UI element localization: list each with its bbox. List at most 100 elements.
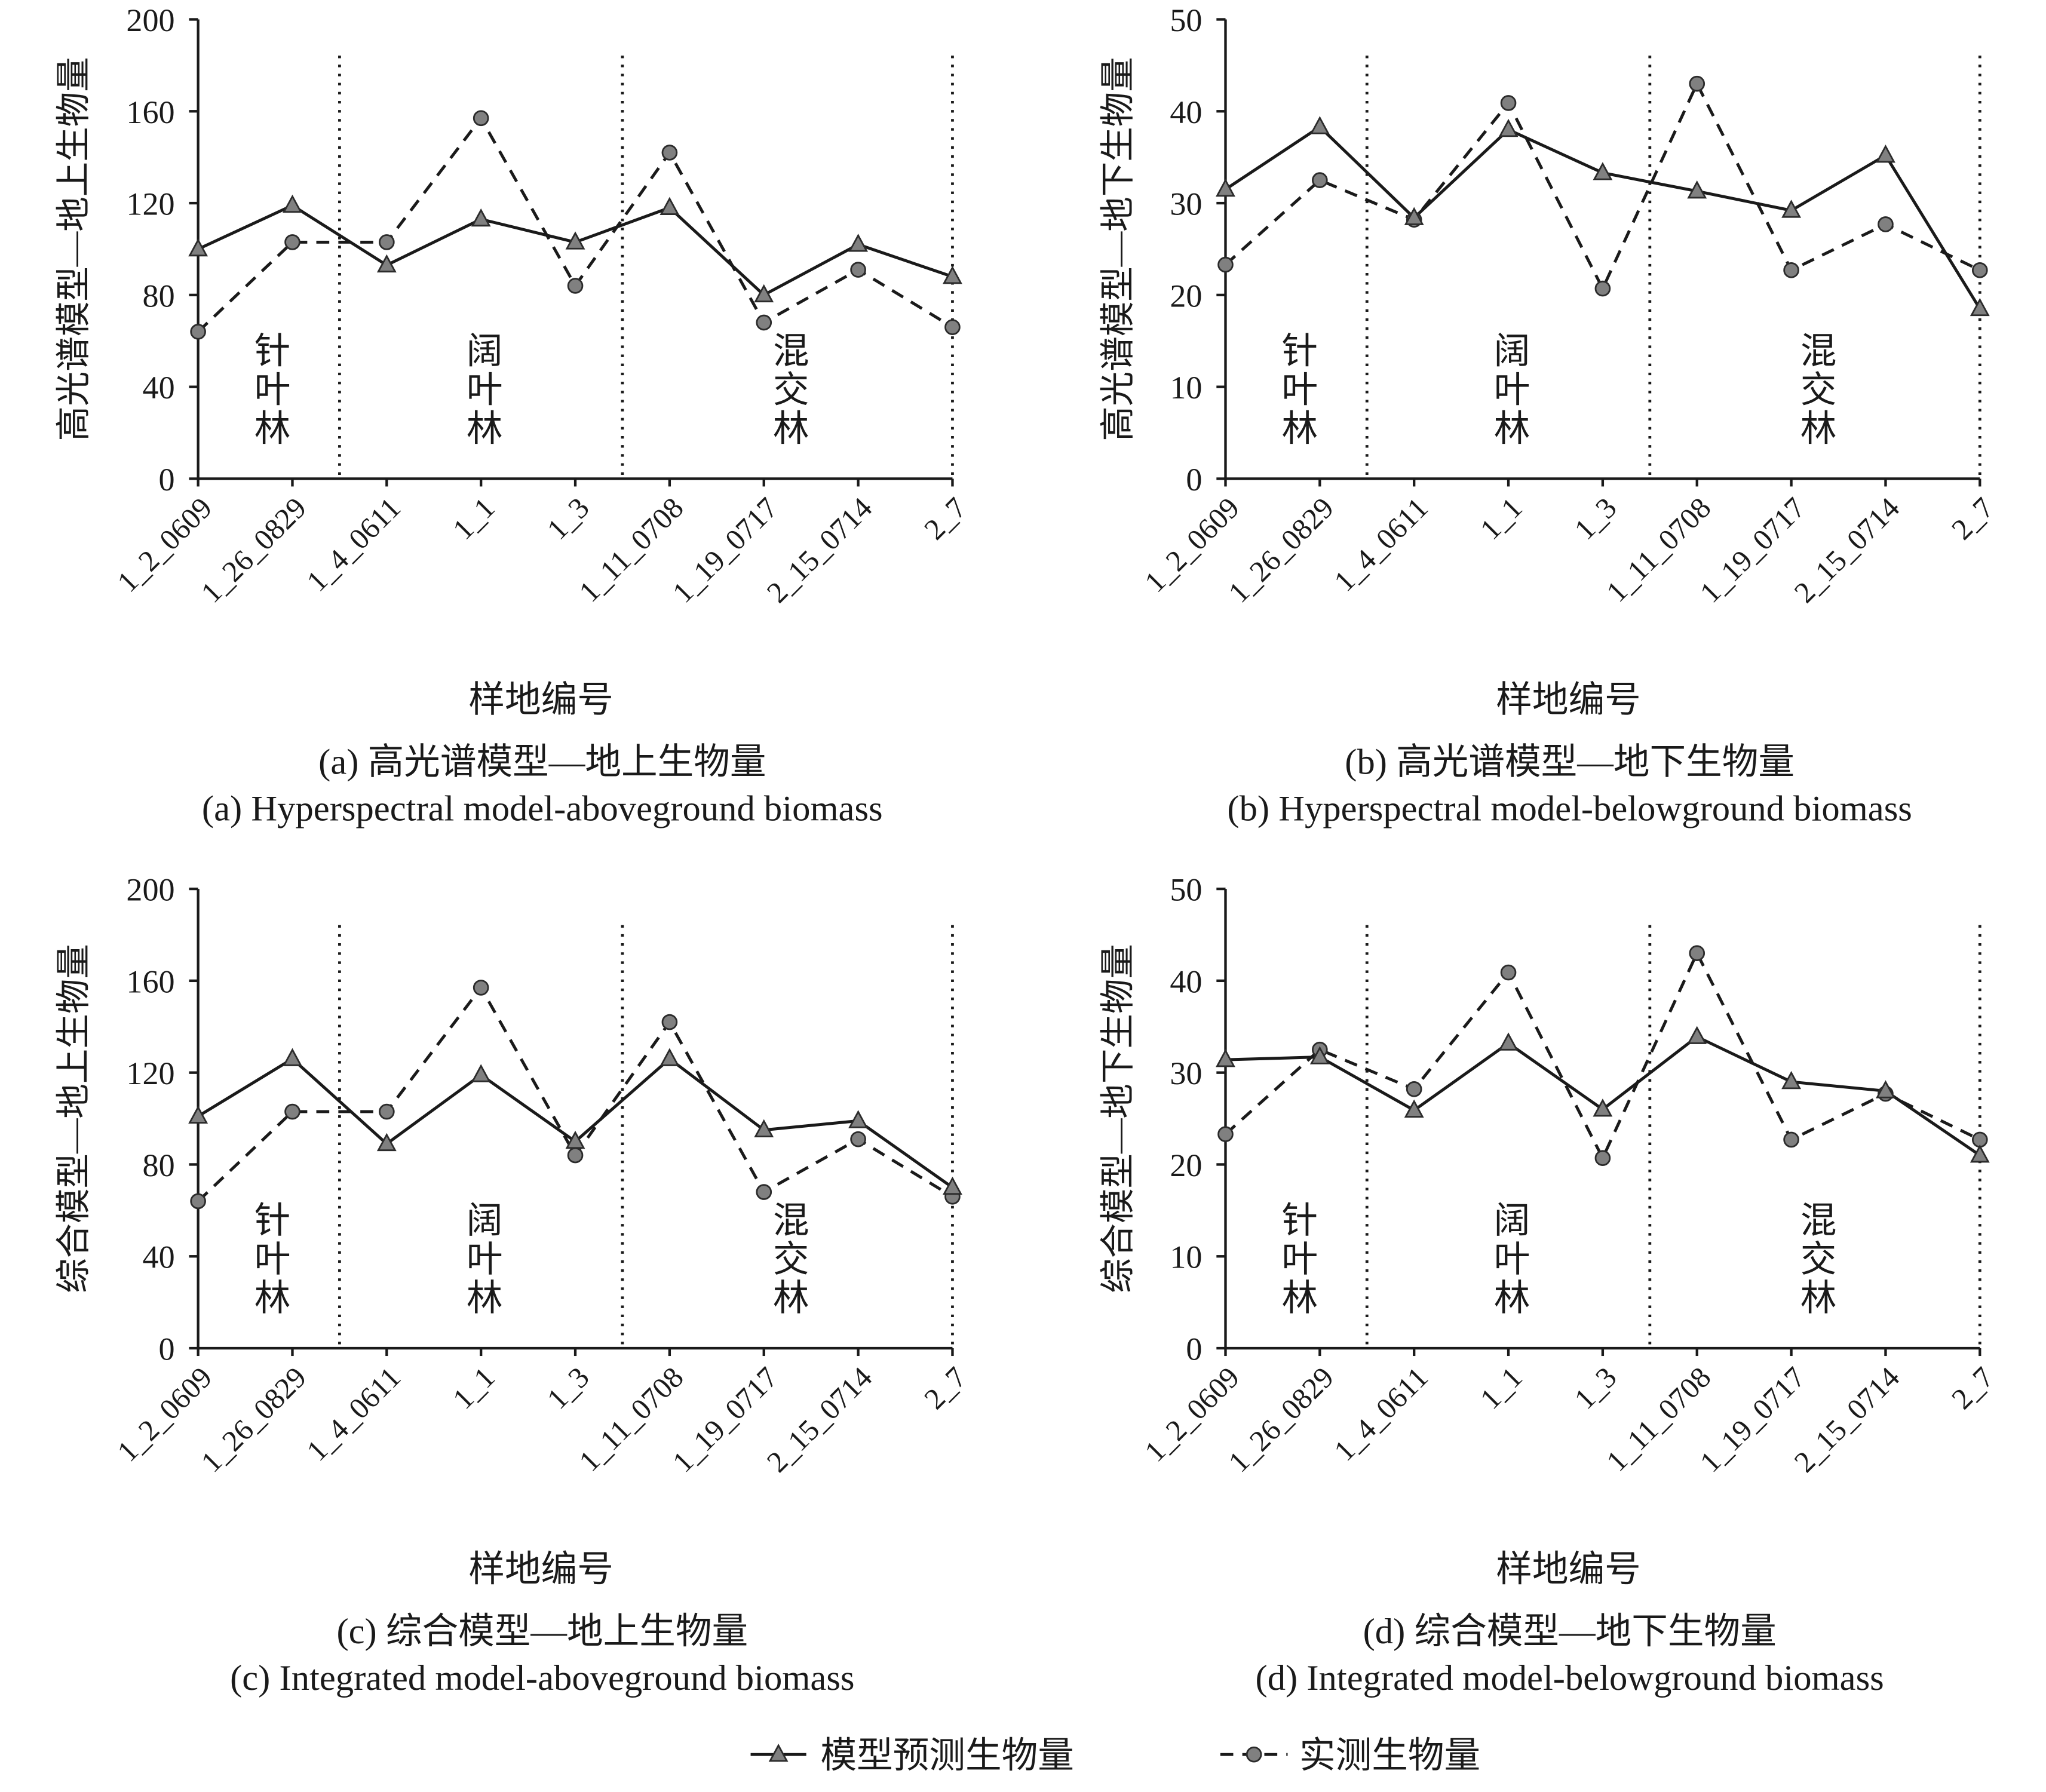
measured-point [473, 980, 489, 996]
measured-point [756, 314, 772, 331]
predicted-point [471, 1064, 491, 1082]
predicted-point [754, 1119, 774, 1138]
chart-caption-cn: (c) 综合模型—地上生物量 [336, 1612, 748, 1652]
y-tick-label: 80 [143, 278, 175, 314]
y-tick-label: 120 [126, 186, 174, 222]
legend-predicted-label: 模型预测生物量 [821, 1736, 1074, 1776]
chart-caption-en: (b) Hyperspectral model-belowground biom… [1227, 788, 1912, 829]
chart-caption-en: (d) Integrated model-belowground biomass [1256, 1658, 1884, 1698]
predicted-point [1309, 116, 1330, 134]
x-axis-title: 样地编号 [468, 680, 614, 720]
y-tick-label: 160 [126, 94, 174, 130]
predicted-point [471, 208, 491, 227]
group-label: 针叶林 [1276, 332, 1317, 448]
measured-point [1594, 280, 1611, 297]
predicted-point [754, 284, 774, 303]
predicted-point [1216, 1049, 1235, 1067]
predicted-point [1309, 1046, 1330, 1064]
y-tick-label: 120 [126, 1055, 174, 1091]
predicted-point [848, 1110, 869, 1128]
y-tick-label: 0 [1186, 1331, 1202, 1367]
predicted-point [943, 1176, 962, 1195]
y-tick-label: 10 [1170, 1239, 1202, 1275]
y-axis-title: 综合模型—地上生物量 [54, 944, 93, 1293]
y-axis-title: 高光谱模型—地上生物量 [54, 57, 93, 441]
measured-point [1689, 945, 1705, 962]
predicted-point [188, 1105, 208, 1124]
legend-measured-marker [1246, 1746, 1262, 1763]
predicted-point [283, 194, 302, 213]
chart-caption-cn: (a) 高光谱模型—地上生物量 [318, 742, 766, 782]
predicted-point [376, 254, 397, 273]
measured-point [1217, 1126, 1234, 1143]
predicted-point [1970, 297, 1990, 317]
group-label: 针叶林 [249, 1201, 290, 1317]
x-axis-title: 样地编号 [468, 1549, 614, 1590]
predicted-point [1404, 207, 1424, 225]
measured-point [190, 324, 206, 340]
y-tick-label: 0 [1186, 462, 1202, 498]
measured-point [1783, 262, 1799, 278]
group-label: 混交林 [768, 332, 808, 448]
y-tick-label: 50 [1170, 872, 1202, 908]
y-axis-title: 综合模型—地下生物量 [1099, 944, 1137, 1293]
x-axis-title: 样地编号 [1496, 680, 1641, 720]
chart-caption-en: (a) Hyperspectral model-aboveground biom… [202, 788, 883, 829]
predicted-point [283, 1048, 302, 1066]
y-tick-label: 160 [126, 963, 174, 999]
measured-point [1783, 1131, 1799, 1148]
y-tick-label: 40 [143, 370, 175, 406]
predicted-point [1498, 1032, 1519, 1051]
predicted-point [1970, 1144, 1990, 1163]
measured-point [850, 1131, 866, 1147]
measured-point [190, 1193, 206, 1210]
measured-point [1594, 1150, 1611, 1167]
predicted-point [1216, 178, 1235, 197]
group-label: 阔叶林 [461, 1201, 502, 1317]
group-label: 阔叶林 [1489, 332, 1529, 448]
measured-point [1217, 256, 1234, 273]
y-tick-label: 50 [1170, 2, 1202, 38]
measured-point [567, 1147, 584, 1164]
predicted-point [1593, 162, 1613, 180]
measured-point [850, 262, 866, 278]
y-tick-label: 0 [159, 462, 175, 498]
predicted-point [188, 238, 208, 257]
predicted-point [565, 231, 585, 250]
y-tick-label: 40 [143, 1239, 175, 1275]
group-label: 混交林 [1795, 1201, 1836, 1317]
measured-point [661, 1014, 678, 1030]
predicted-point [659, 1048, 680, 1066]
predicted-point [1593, 1098, 1613, 1117]
predicted-point [943, 265, 962, 284]
measured-point [567, 278, 584, 294]
group-label: 针叶林 [249, 332, 290, 448]
measured-point [1500, 964, 1517, 981]
y-tick-label: 40 [1170, 963, 1202, 999]
y-tick-label: 80 [143, 1147, 175, 1183]
legend-measured-label: 实测生物量 [1299, 1736, 1480, 1776]
predicted-point [1687, 1026, 1707, 1044]
group-label: 混交林 [768, 1201, 808, 1317]
measured-point [944, 319, 961, 336]
predicted-point [1498, 118, 1519, 137]
y-tick-label: 40 [1170, 94, 1202, 130]
y-tick-label: 20 [1170, 278, 1202, 314]
y-tick-label: 30 [1170, 186, 1202, 222]
measured-point [379, 1103, 395, 1120]
chart-caption-cn: (d) 综合模型—地下生物量 [1363, 1612, 1777, 1652]
group-label: 混交林 [1795, 332, 1836, 448]
y-tick-label: 10 [1170, 370, 1202, 406]
legend: 模型预测生物量 实测生物量 [750, 1736, 1480, 1776]
y-tick-label: 200 [126, 872, 174, 908]
measured-point [1878, 216, 1894, 232]
chart-caption-en: (c) Integrated model-aboveground biomass [230, 1658, 854, 1698]
predicted-point [565, 1130, 585, 1149]
measured-point [1312, 172, 1328, 188]
predicted-point [1781, 1070, 1802, 1090]
measured-point [756, 1184, 772, 1200]
y-tick-label: 0 [159, 1331, 175, 1367]
chart-caption-cn: (b) 高光谱模型—地下生物量 [1345, 742, 1795, 782]
predicted-point [1404, 1099, 1424, 1118]
measured-series-line [1224, 952, 1981, 1160]
